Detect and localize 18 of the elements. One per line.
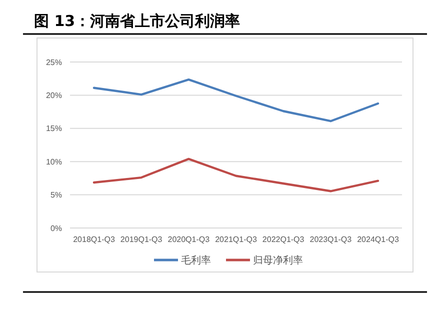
chart-title: 图 13：河南省上市公司利润率 [34, 12, 240, 30]
x-tick-label: 2019Q1-Q3 [120, 235, 163, 244]
y-tick-label: 20% [46, 91, 62, 100]
x-tick-label: 2020Q1-Q3 [168, 235, 210, 244]
y-tick-label: 25% [46, 58, 62, 67]
x-tick-label: 2021Q1-Q3 [215, 235, 258, 244]
x-tick-label: 2024Q1-Q3 [357, 235, 400, 244]
x-tick-label: 2018Q1-Q3 [73, 235, 116, 244]
x-tick-label: 2023Q1-Q3 [310, 235, 352, 244]
line-series [92, 158, 380, 192]
y-tick-label: 15% [46, 124, 62, 134]
legend-label: 毛利率 [181, 254, 211, 266]
y-tick-label: 5% [50, 190, 62, 200]
y-tick-label: 10% [46, 157, 62, 166]
line-series [92, 78, 380, 122]
x-tick-label: 2022Q1-Q3 [262, 235, 305, 244]
legend-label: 归母净利率 [253, 254, 303, 266]
y-tick-label: 0% [50, 224, 62, 233]
